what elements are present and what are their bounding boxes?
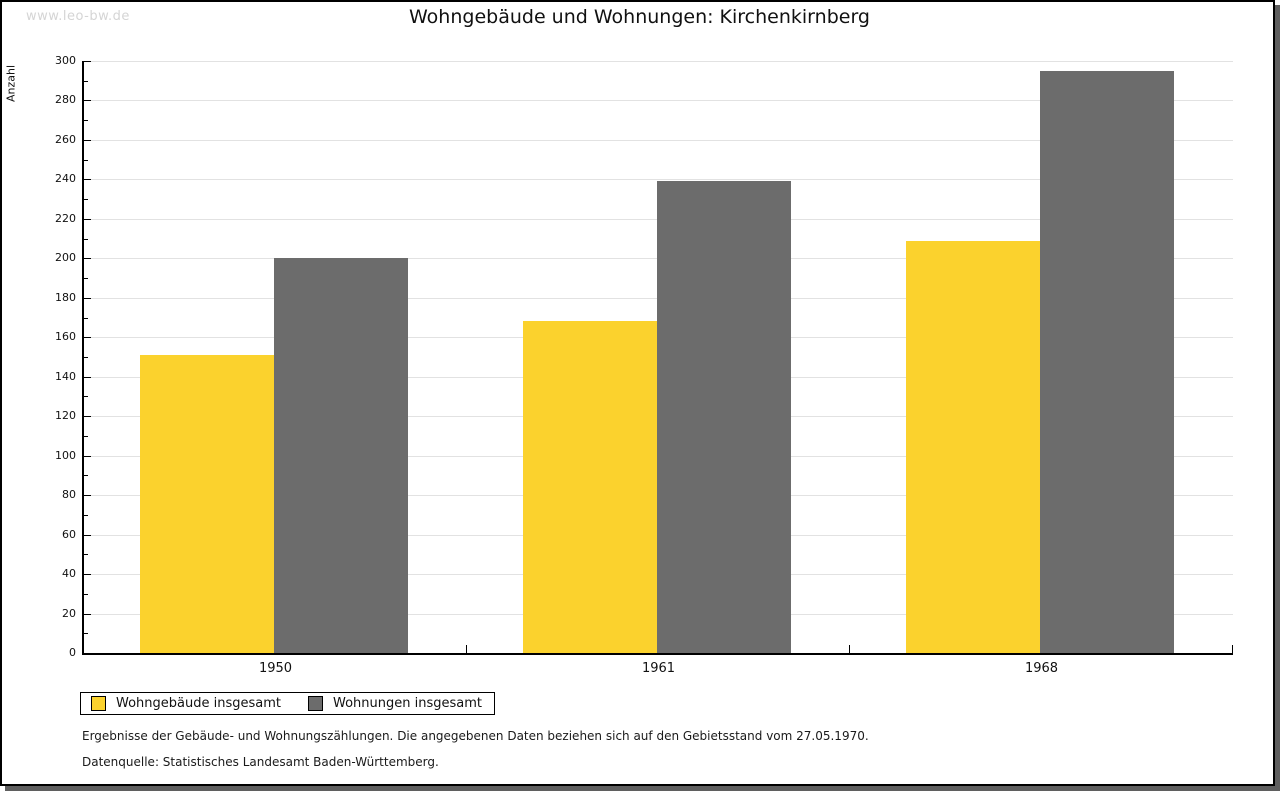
y-tick-50 — [84, 554, 88, 556]
bar-1961-series-1 — [523, 321, 657, 653]
y-tick-250 — [84, 159, 88, 161]
gridline-y-280 — [84, 100, 1233, 102]
y-tick-200 — [84, 258, 91, 260]
y-tick-210 — [84, 238, 88, 240]
y-tick-label-40: 40 — [62, 567, 76, 581]
y-tick-label-240: 240 — [55, 172, 76, 186]
legend-label-2: Wohnungen insgesamt — [333, 696, 482, 711]
y-tick-0 — [84, 653, 91, 654]
y-tick-20 — [84, 613, 91, 615]
y-tick-60 — [84, 534, 91, 536]
bar-1968-series-1 — [906, 241, 1040, 653]
y-tick-label-280: 280 — [55, 93, 76, 107]
y-tick-180 — [84, 297, 91, 299]
bar-1961-series-2 — [657, 181, 791, 653]
bar-1950-series-2 — [274, 258, 408, 653]
y-tick-290 — [84, 80, 88, 82]
x-tick-label-1968: 1968 — [1024, 661, 1059, 676]
gridline-y-260 — [84, 139, 1233, 141]
bar-1968-series-2 — [1040, 71, 1174, 653]
y-tick-110 — [84, 435, 88, 437]
plot-area — [84, 61, 1233, 653]
y-tick-220 — [84, 218, 91, 220]
y-tick-70 — [84, 514, 88, 516]
y-tick-10 — [84, 633, 88, 635]
y-tick-120 — [84, 416, 91, 418]
y-tick-280 — [84, 100, 91, 102]
window-shadow-bottom — [5, 786, 1280, 791]
chart-title: Wohngebäude und Wohnungen: Kirchenkirnbe… — [409, 6, 870, 28]
legend-item-1: Wohngebäude insgesamt — [91, 693, 281, 714]
gridline-y-240 — [84, 179, 1233, 181]
x-tick-label-1961: 1961 — [641, 661, 676, 676]
y-tick-label-100: 100 — [55, 448, 76, 462]
y-tick-label-160: 160 — [55, 330, 76, 344]
y-tick-230 — [84, 199, 88, 201]
x-tick-3 — [1232, 645, 1233, 653]
y-axis-line — [82, 61, 84, 655]
y-tick-label-0: 0 — [69, 646, 76, 659]
watermark: www.leo-bw.de — [26, 9, 130, 24]
legend-item-2: Wohnungen insgesamt — [308, 693, 482, 714]
y-tick-150 — [84, 357, 88, 358]
footnote-line-1: Ergebnisse der Gebäude- und Wohnungszähl… — [82, 729, 869, 743]
gridline-y-300 — [84, 61, 1233, 62]
x-tick-1 — [466, 645, 467, 653]
y-tick-300 — [84, 61, 91, 62]
x-tick-2 — [849, 645, 850, 653]
y-tick-140 — [84, 376, 91, 378]
legend-swatch-2 — [308, 696, 323, 711]
y-tick-90 — [84, 475, 88, 477]
y-tick-label-260: 260 — [55, 132, 76, 146]
y-tick-100 — [84, 455, 91, 457]
y-tick-260 — [84, 139, 91, 141]
y-tick-label-120: 120 — [55, 409, 76, 423]
window-shadow-right — [1275, 5, 1280, 791]
y-tick-80 — [84, 495, 91, 497]
legend-box: Wohngebäude insgesamt Wohnungen insgesamt — [80, 692, 495, 715]
y-tick-190 — [84, 278, 88, 280]
x-axis-line — [82, 653, 1233, 655]
legend-swatch-1 — [91, 696, 106, 711]
y-tick-label-140: 140 — [55, 369, 76, 383]
y-tick-label-20: 20 — [62, 606, 76, 620]
x-tick-label-1950: 1950 — [258, 661, 293, 676]
y-tick-label-220: 220 — [55, 211, 76, 225]
y-axis-title: Anzahl — [4, 64, 18, 103]
y-tick-240 — [84, 179, 91, 181]
y-tick-30 — [84, 593, 88, 595]
y-tick-130 — [84, 396, 88, 398]
y-tick-label-180: 180 — [55, 290, 76, 304]
y-tick-label-200: 200 — [55, 251, 76, 265]
y-tick-270 — [84, 120, 88, 122]
footnote-line-2: Datenquelle: Statistisches Landesamt Bad… — [82, 755, 439, 769]
y-tick-label-80: 80 — [62, 488, 76, 502]
legend-label-1: Wohngebäude insgesamt — [116, 696, 281, 711]
y-tick-160 — [84, 337, 91, 339]
y-tick-label-300: 300 — [55, 54, 76, 67]
bar-1950-series-1 — [140, 355, 274, 653]
y-tick-label-60: 60 — [62, 527, 76, 541]
y-tick-40 — [84, 574, 91, 576]
y-tick-170 — [84, 317, 88, 319]
